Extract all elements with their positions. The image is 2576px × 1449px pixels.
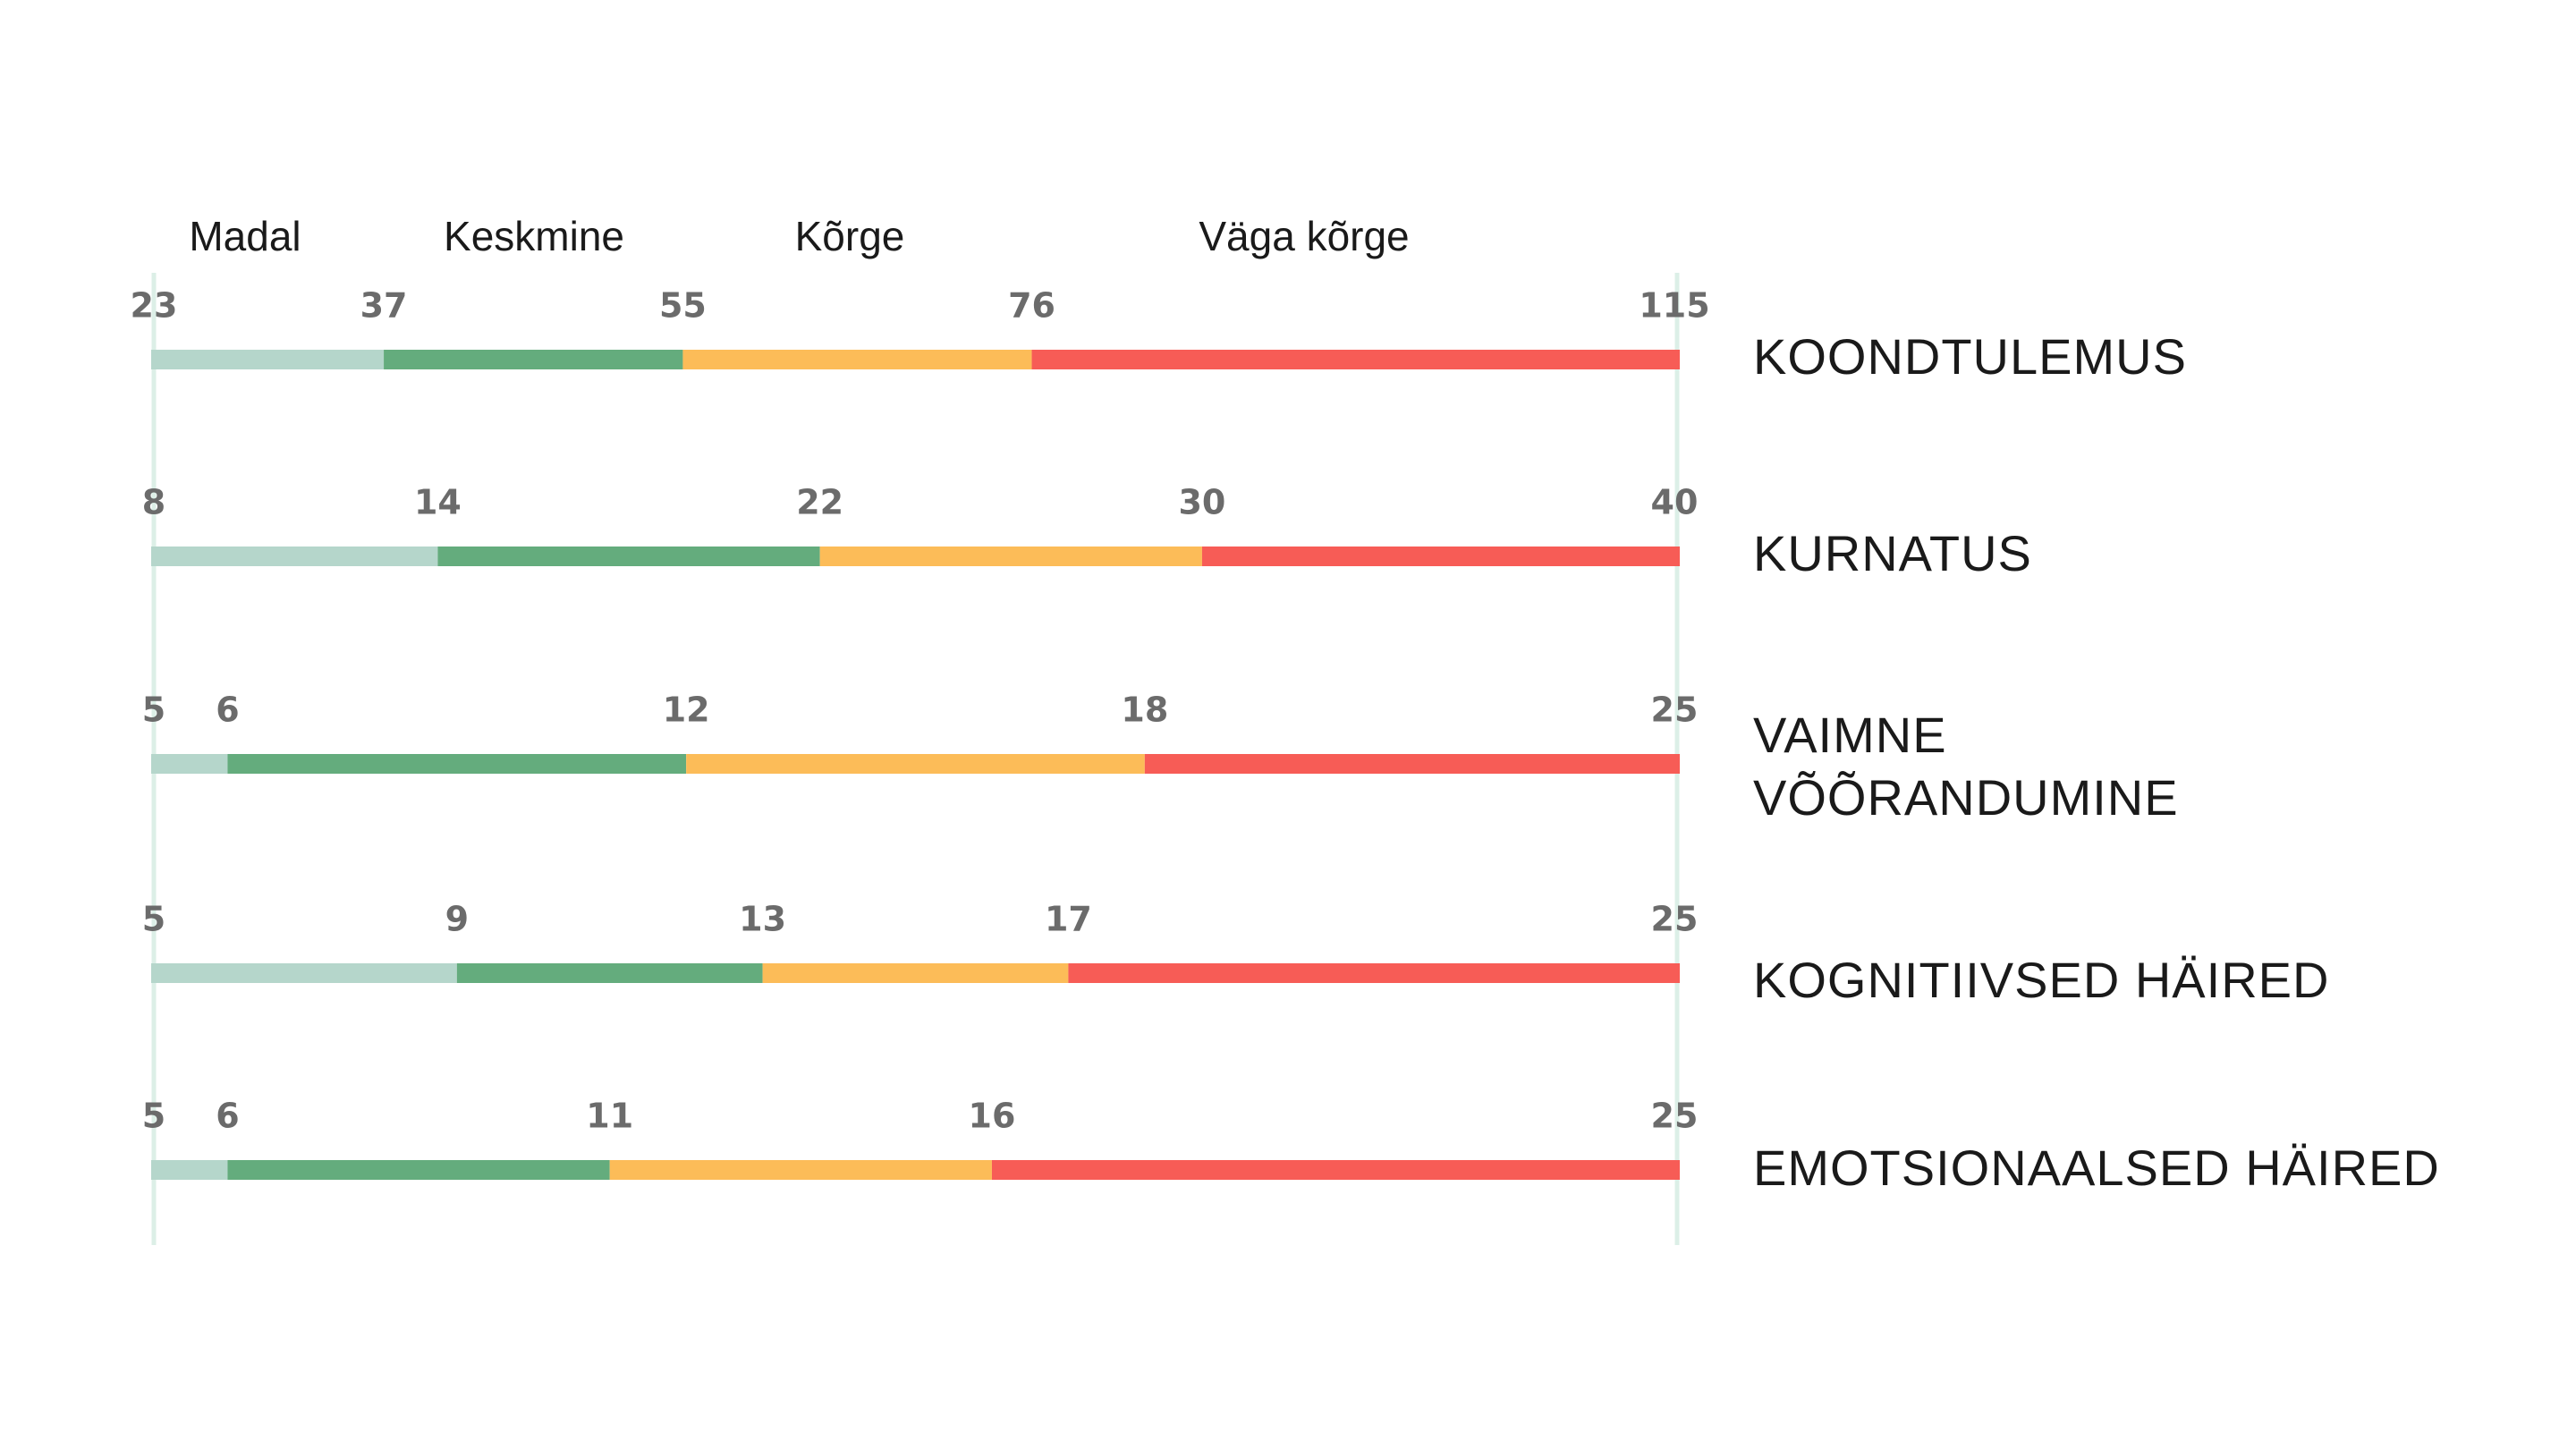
range-segment [456,963,763,983]
range-segment [151,350,385,369]
chart-row: 5 6 12 18 25 VAIMNE VÕÕRANDUMINE [142,691,2179,826]
range-segment [819,547,1202,566]
chart-row: 8 14 22 30 40 KURNATUS [142,483,2032,581]
legend: Madal Keskmine Kõrge Väga kõrge [189,213,1409,259]
threshold-label: 25 [1651,1097,1699,1136]
threshold-label: 30 [1178,483,1225,522]
range-segment [384,350,683,369]
range-segment [227,754,687,774]
chart-row: 5 9 13 17 25 KOGNITIIVSED HÄIRED [142,900,2329,1008]
threshold-label: 11 [586,1097,633,1136]
threshold-label: 12 [663,691,710,730]
row-label: KOONDTULEMUS [1753,328,2187,385]
range-segment [682,350,1032,369]
threshold-label: 18 [1121,691,1168,730]
range-segment [1144,754,1680,774]
chart-row: 5 6 11 16 25 EMOTSIONAALSED HÄIRED [142,1097,2440,1196]
range-segment [762,963,1069,983]
threshold-label: 13 [739,900,786,939]
range-segment [437,547,820,566]
row-label: VAIMNE [1753,707,1947,763]
chart-row: 23 37 55 76 115 KOONDTULEMUS [131,286,2187,385]
threshold-label: 8 [142,483,165,522]
row-label: KOGNITIIVSED HÄIRED [1753,952,2329,1008]
legend-label: Keskmine [444,213,624,259]
threshold-label: 5 [142,691,165,730]
range-segment [686,754,1145,774]
threshold-label: 17 [1045,900,1092,939]
range-segment [151,547,438,566]
legend-label: Kõrge [795,213,905,259]
threshold-label: 6 [216,691,239,730]
threshold-label: 5 [142,1097,165,1136]
range-segment [1031,350,1680,369]
legend-label: Madal [189,213,301,259]
range-segment [1068,963,1680,983]
range-segment [151,1160,228,1180]
threshold-label: 22 [796,483,843,522]
threshold-label: 14 [414,483,462,522]
threshold-label: 23 [131,286,178,326]
row-label: KURNATUS [1753,525,2032,581]
range-segment [151,754,228,774]
range-segment [609,1160,992,1180]
threshold-label: 5 [142,900,165,939]
threshold-label: 6 [216,1097,239,1136]
row-label: EMOTSIONAALSED HÄIRED [1753,1140,2440,1196]
threshold-label: 76 [1008,286,1055,326]
range-segment [227,1160,610,1180]
threshold-label: 115 [1639,286,1709,326]
threshold-label: 40 [1651,483,1699,522]
threshold-label: 25 [1651,691,1699,730]
range-segment [151,963,457,983]
threshold-label: 37 [360,286,408,326]
threshold-label: 55 [659,286,707,326]
row-label: VÕÕRANDUMINE [1753,769,2179,826]
range-segment [1201,547,1680,566]
legend-label: Väga kõrge [1199,213,1409,259]
threshold-label: 9 [445,900,469,939]
range-segment [991,1160,1680,1180]
threshold-label: 25 [1651,900,1699,939]
threshold-label: 16 [969,1097,1016,1136]
